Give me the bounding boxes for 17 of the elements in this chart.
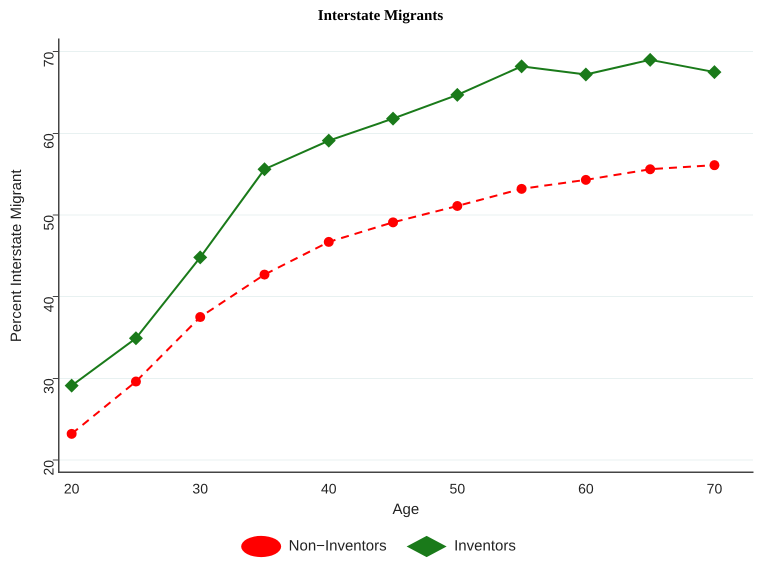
x-tick-label: 40 xyxy=(320,480,337,496)
y-tick-label: 40 xyxy=(40,296,57,312)
y-tick-label: 70 xyxy=(40,51,57,68)
x-tick-label: 70 xyxy=(706,480,722,496)
chart-title: Interstate Migrants xyxy=(316,8,444,26)
y-axis-title: Percent Interstate Migrant xyxy=(8,168,26,342)
y-tick-label: 20 xyxy=(40,460,57,476)
y-tick-label: 30 xyxy=(40,378,57,394)
x-axis-title: Age xyxy=(392,501,420,518)
y-tick-label: 50 xyxy=(40,214,57,231)
x-tick-label: 50 xyxy=(450,480,466,496)
legend-label: Non−Inventors xyxy=(288,538,387,555)
x-tick-label: 30 xyxy=(192,480,208,496)
legend-label: Inventors xyxy=(454,538,516,555)
x-tick-label: 20 xyxy=(64,480,80,496)
y-tick-label: 60 xyxy=(40,133,57,149)
x-tick-label: 60 xyxy=(578,480,594,496)
